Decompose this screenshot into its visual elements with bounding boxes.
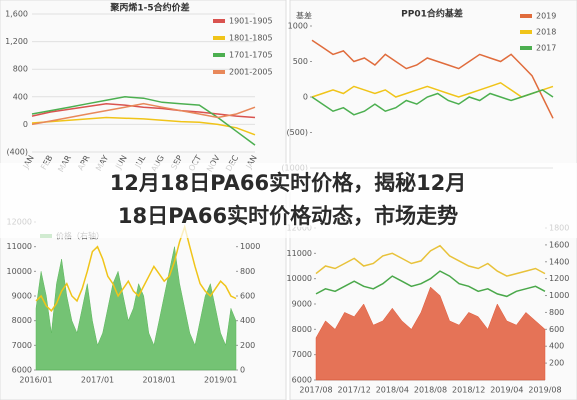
y-tick-label: 400: [13, 92, 28, 101]
line: [315, 270, 546, 298]
legend-label: 2017: [536, 44, 556, 53]
y-tick-label: 7000: [12, 341, 32, 350]
x-tick-label: 2019/04: [490, 386, 523, 395]
x-tick-label: 2018/04: [376, 386, 409, 395]
line: [311, 81, 554, 98]
legend-label: 1901-1905: [229, 17, 273, 26]
y-tick-label: 7000: [292, 350, 312, 359]
line: [31, 116, 256, 136]
line: [31, 102, 256, 126]
headline: 12月18日PA66实时价格，揭秘12月: [110, 171, 467, 195]
legend-swatch: [213, 36, 225, 40]
y2-tick-label: 400: [240, 316, 255, 325]
chart-title: 聚丙烯1-5合约价差: [109, 2, 189, 14]
legend-label: 2001-2005: [229, 68, 273, 77]
y2-tick-label: 800: [240, 267, 255, 276]
y-tick-label: (400): [6, 148, 28, 157]
y-tick-label: 10000: [287, 274, 312, 283]
x-tick-label: 2018/08: [414, 386, 447, 395]
y-tick-label: 1,200: [5, 37, 28, 46]
y-tick-label: 1000: [288, 22, 308, 31]
y2-tick-label: 800: [549, 308, 564, 317]
y2-tick-label: 600: [240, 292, 255, 301]
y-tick-label: 11000: [7, 242, 32, 251]
y2-tick-label: 200: [240, 341, 255, 350]
y2-tick-label: 0: [240, 366, 245, 375]
line: [311, 39, 554, 119]
x-tick-label: 2016/01: [19, 376, 52, 385]
y-tick-label: 10000: [7, 267, 32, 276]
y-tick-label: 800: [13, 65, 28, 74]
headline: 18日PA66实时价格动态，市场走势: [118, 204, 458, 228]
y-tick-label: 11000: [287, 249, 312, 258]
y2-tick-label: 600: [549, 325, 564, 334]
y2-tick-label: 1400: [549, 257, 569, 266]
y-tick-label: 500: [293, 57, 308, 66]
y2-tick-label: 400: [549, 342, 564, 351]
area: [35, 246, 237, 371]
y-tick-label: 6000: [292, 376, 312, 385]
line: [35, 224, 237, 312]
y-tick-label: 8000: [12, 316, 32, 325]
x-tick-label: 2018/12: [452, 386, 485, 395]
legend-label: 1701-1705: [229, 51, 273, 60]
legend-swatch: [520, 30, 532, 34]
legend-label: 2019: [536, 12, 556, 21]
y2-tick-label: 200: [549, 359, 564, 368]
y2-tick-label: 1000: [240, 242, 260, 251]
legend-label: 2018: [536, 28, 556, 37]
line: [31, 102, 256, 119]
line: [311, 89, 554, 116]
legend-swatch: [520, 46, 532, 50]
x-tick-label: 2019/08: [528, 386, 561, 395]
legend-swatch: [213, 19, 225, 23]
x-tick-label: 2017/01: [81, 376, 114, 385]
x-tick-label: 2017/08: [299, 386, 332, 395]
x-tick-label: 2017/12: [338, 386, 371, 395]
y2-tick-label: 1000: [549, 291, 569, 300]
y-tick-label: 8000: [292, 325, 312, 334]
chart-title: PP01合约基差: [401, 8, 463, 20]
y-tick-label: 9000: [12, 292, 32, 301]
legend-swatch: [213, 53, 225, 57]
y2-tick-label: 1200: [549, 274, 569, 283]
x-tick-label: 2018/01: [142, 376, 175, 385]
legend-swatch: [520, 14, 532, 18]
y-axis-label: 基差: [296, 11, 312, 21]
y-tick-label: 0: [23, 120, 28, 129]
y-tick-label: 1,600: [5, 10, 28, 19]
y-tick-label: 9000: [292, 300, 312, 309]
banner: [0, 163, 577, 238]
area: [315, 286, 546, 381]
y-tick-label: (500): [286, 128, 308, 137]
y2-tick-label: 1600: [549, 240, 569, 249]
y-tick-label: 6000: [12, 366, 32, 375]
legend-swatch: [213, 70, 225, 74]
legend-label: 1801-1805: [229, 34, 273, 43]
x-tick-label: 2019/01: [204, 376, 237, 385]
y-tick-label: 0: [303, 93, 308, 102]
line: [315, 244, 546, 277]
